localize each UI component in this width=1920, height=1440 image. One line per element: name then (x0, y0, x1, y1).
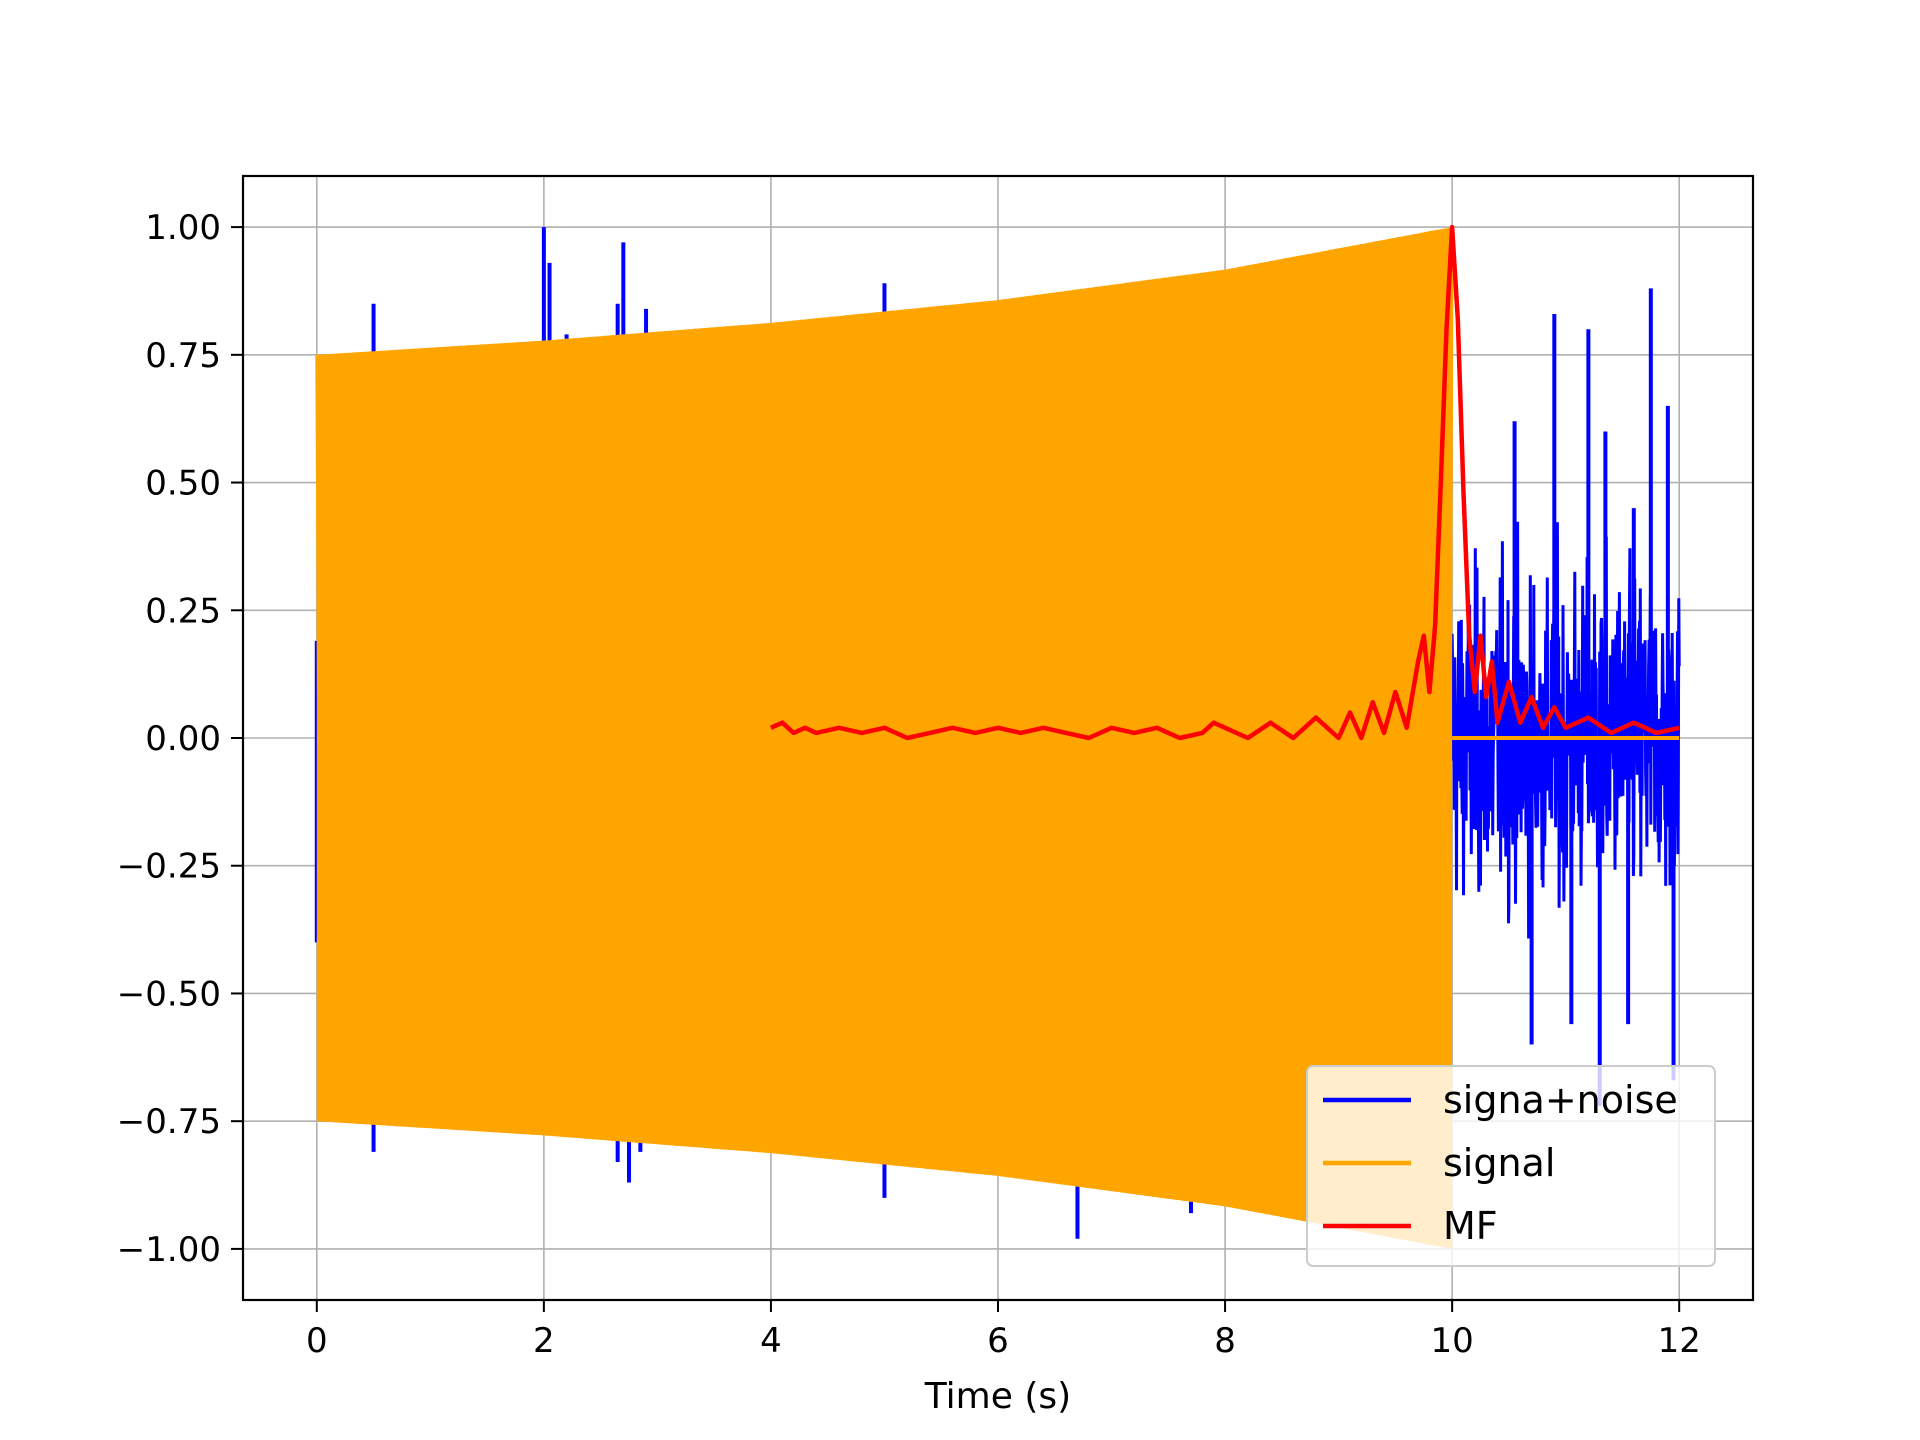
ticks: 0 2 4 6 8 10 12 1.00 0.75 0.50 0.25 0.00 −0.25 −0.50 −… (117, 208, 1701, 1361)
y-tick-label: −0.25 (117, 847, 221, 887)
y-tick-label: −1.00 (117, 1230, 221, 1270)
x-tick-label: 6 (987, 1321, 1009, 1361)
series-mf (769, 224, 1680, 741)
x-tick-label: 12 (1658, 1321, 1701, 1361)
legend-label: signal (1443, 1141, 1555, 1185)
legend: signa+noise signal MF (1306, 1065, 1716, 1267)
signal-line (315, 227, 1454, 1249)
y-tick-label: −0.75 (117, 1102, 221, 1142)
y-tick-label: 0.50 (145, 464, 221, 504)
y-tick-label: −0.50 (117, 974, 221, 1014)
legend-label: MF (1443, 1204, 1498, 1248)
x-tick-label: 10 (1431, 1321, 1474, 1361)
mf-line (769, 224, 1680, 741)
legend-label: signa+noise (1443, 1078, 1678, 1122)
x-tick-label: 0 (306, 1321, 328, 1361)
x-axis-label: Time (s) (924, 1376, 1071, 1417)
y-tick-label: 0.00 (145, 719, 221, 759)
legend-box (1306, 1065, 1716, 1267)
y-tick-label: 0.25 (145, 591, 221, 631)
x-tick-label: 4 (760, 1321, 782, 1361)
y-tick-label: 1.00 (145, 208, 221, 248)
x-tick-label: 2 (533, 1321, 555, 1361)
y-tick-label: 0.75 (145, 336, 221, 376)
x-tick-label: 8 (1214, 1321, 1236, 1361)
series-signal (315, 227, 1680, 1249)
signal-noise-line (1450, 521, 1681, 939)
